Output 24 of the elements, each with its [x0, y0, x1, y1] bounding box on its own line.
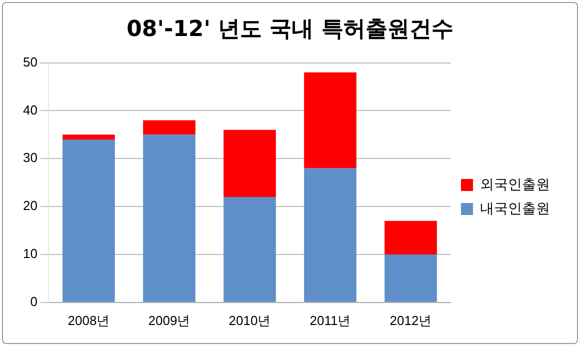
y-tick-label: 40: [22, 102, 38, 118]
y-tick-label: 10: [22, 246, 38, 262]
x-tick-label: 2009년: [148, 312, 190, 328]
bar: [224, 196, 276, 302]
bar: [304, 72, 356, 168]
bar: [224, 130, 276, 197]
chart-title: 08'-12' 년도 국내 특허출원건수: [126, 16, 454, 44]
legend-label: 내국인출원: [480, 200, 550, 216]
x-tick-label: 2008년: [68, 312, 110, 328]
x-tick-label: 2011년: [310, 312, 351, 328]
y-tick-label: 0: [30, 294, 38, 309]
bar: [384, 254, 437, 302]
y-tick-label: 50: [22, 54, 38, 70]
bar: [143, 120, 196, 135]
y-tick-label: 30: [22, 150, 38, 166]
bar: [304, 168, 356, 302]
x-tick-label: 2012년: [390, 312, 432, 328]
x-tick-label: 2010년: [228, 312, 271, 328]
bar: [62, 139, 115, 302]
bar: [384, 220, 437, 254]
bar: [143, 134, 196, 302]
bar: [62, 134, 115, 140]
legend-label: 외국인출원: [480, 176, 550, 192]
y-tick-label: 20: [22, 198, 38, 214]
